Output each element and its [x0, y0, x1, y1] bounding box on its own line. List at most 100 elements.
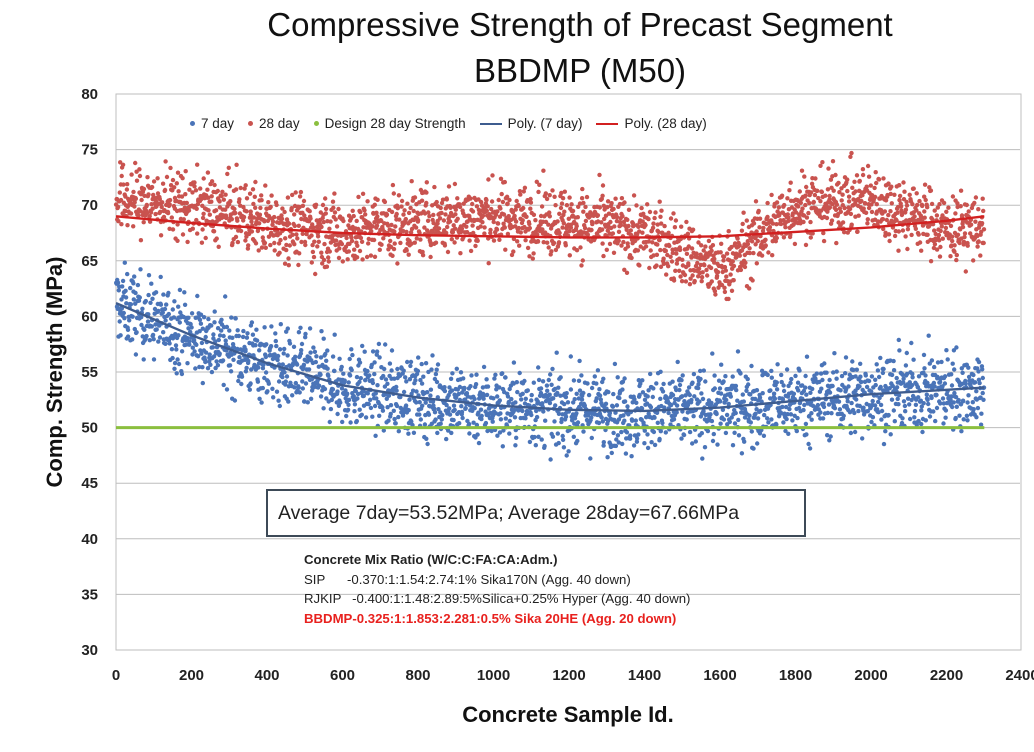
data-point	[665, 252, 670, 258]
data-point	[176, 361, 182, 367]
data-point	[831, 188, 836, 193]
data-point	[659, 221, 664, 226]
data-point	[128, 285, 133, 291]
data-point	[301, 198, 307, 204]
data-point	[833, 172, 838, 178]
data-point	[820, 160, 825, 165]
data-point	[303, 381, 309, 386]
data-point	[690, 441, 695, 446]
data-point	[326, 259, 331, 264]
data-point	[161, 292, 166, 297]
data-point	[292, 223, 297, 229]
data-point	[598, 397, 603, 402]
data-point	[907, 416, 913, 422]
data-point	[380, 405, 385, 410]
data-point	[689, 255, 694, 260]
data-point	[522, 185, 528, 190]
x-tick-label-1000: 1000	[477, 667, 510, 684]
data-point	[678, 274, 683, 279]
data-point	[774, 235, 779, 241]
data-point	[418, 237, 423, 242]
data-point	[324, 358, 329, 363]
data-point	[350, 208, 355, 213]
data-point	[396, 193, 402, 198]
data-point	[519, 397, 524, 402]
data-point	[509, 252, 515, 258]
data-point	[474, 422, 480, 428]
data-point	[432, 410, 438, 415]
data-point	[762, 412, 767, 418]
data-point	[635, 248, 641, 253]
data-point	[759, 253, 765, 258]
data-point	[976, 369, 981, 374]
data-point	[273, 338, 278, 344]
data-point	[168, 165, 173, 171]
data-point	[866, 378, 872, 384]
data-point	[801, 407, 806, 413]
data-point	[365, 368, 370, 374]
data-point	[917, 240, 923, 245]
data-point	[464, 224, 469, 229]
data-point	[193, 366, 198, 371]
data-point	[740, 221, 745, 227]
data-point	[276, 398, 281, 403]
data-point	[650, 225, 656, 230]
data-point	[180, 232, 186, 237]
data-point	[209, 194, 214, 199]
data-point	[765, 372, 770, 378]
data-point	[518, 192, 523, 197]
data-point	[803, 385, 808, 390]
data-point	[336, 255, 342, 261]
data-point	[956, 379, 962, 385]
data-point	[534, 414, 540, 420]
data-point	[527, 254, 532, 259]
data-point	[374, 223, 380, 228]
data-point	[289, 206, 294, 211]
data-point	[547, 193, 552, 198]
data-point	[655, 242, 660, 247]
data-point	[303, 331, 308, 337]
data-point	[574, 248, 580, 253]
data-point	[158, 274, 163, 280]
data-point	[518, 230, 523, 235]
data-point	[896, 248, 901, 253]
data-point	[219, 193, 224, 199]
data-point	[815, 188, 820, 193]
data-point	[793, 373, 798, 379]
data-point	[335, 389, 340, 394]
data-point	[599, 227, 605, 232]
data-point	[116, 288, 122, 293]
legend-marker-poly28	[596, 122, 619, 125]
data-point	[168, 183, 174, 188]
data-point	[854, 367, 859, 372]
data-point	[327, 226, 332, 231]
data-point	[616, 238, 621, 243]
data-point	[228, 369, 234, 374]
data-point	[876, 399, 881, 405]
data-point	[241, 328, 246, 334]
data-point	[778, 410, 783, 415]
data-point	[517, 370, 522, 376]
data-point	[616, 417, 622, 422]
data-point	[621, 413, 626, 418]
data-point	[555, 390, 560, 396]
data-point	[904, 203, 910, 208]
data-point	[568, 354, 573, 359]
data-point	[299, 341, 305, 347]
data-point	[589, 435, 594, 441]
data-point	[203, 350, 209, 355]
data-point	[903, 409, 908, 414]
data-point	[610, 404, 616, 409]
data-point	[122, 260, 128, 265]
data-point	[249, 367, 254, 372]
data-point	[878, 384, 883, 390]
data-point	[408, 205, 413, 211]
data-point	[655, 420, 660, 425]
data-point	[751, 250, 756, 256]
legend-item-poly7: Poly. (7 day)	[479, 116, 582, 131]
data-point	[257, 396, 262, 401]
data-point	[127, 318, 132, 323]
data-point	[282, 209, 287, 215]
y-tick-label-65: 65	[81, 253, 98, 270]
